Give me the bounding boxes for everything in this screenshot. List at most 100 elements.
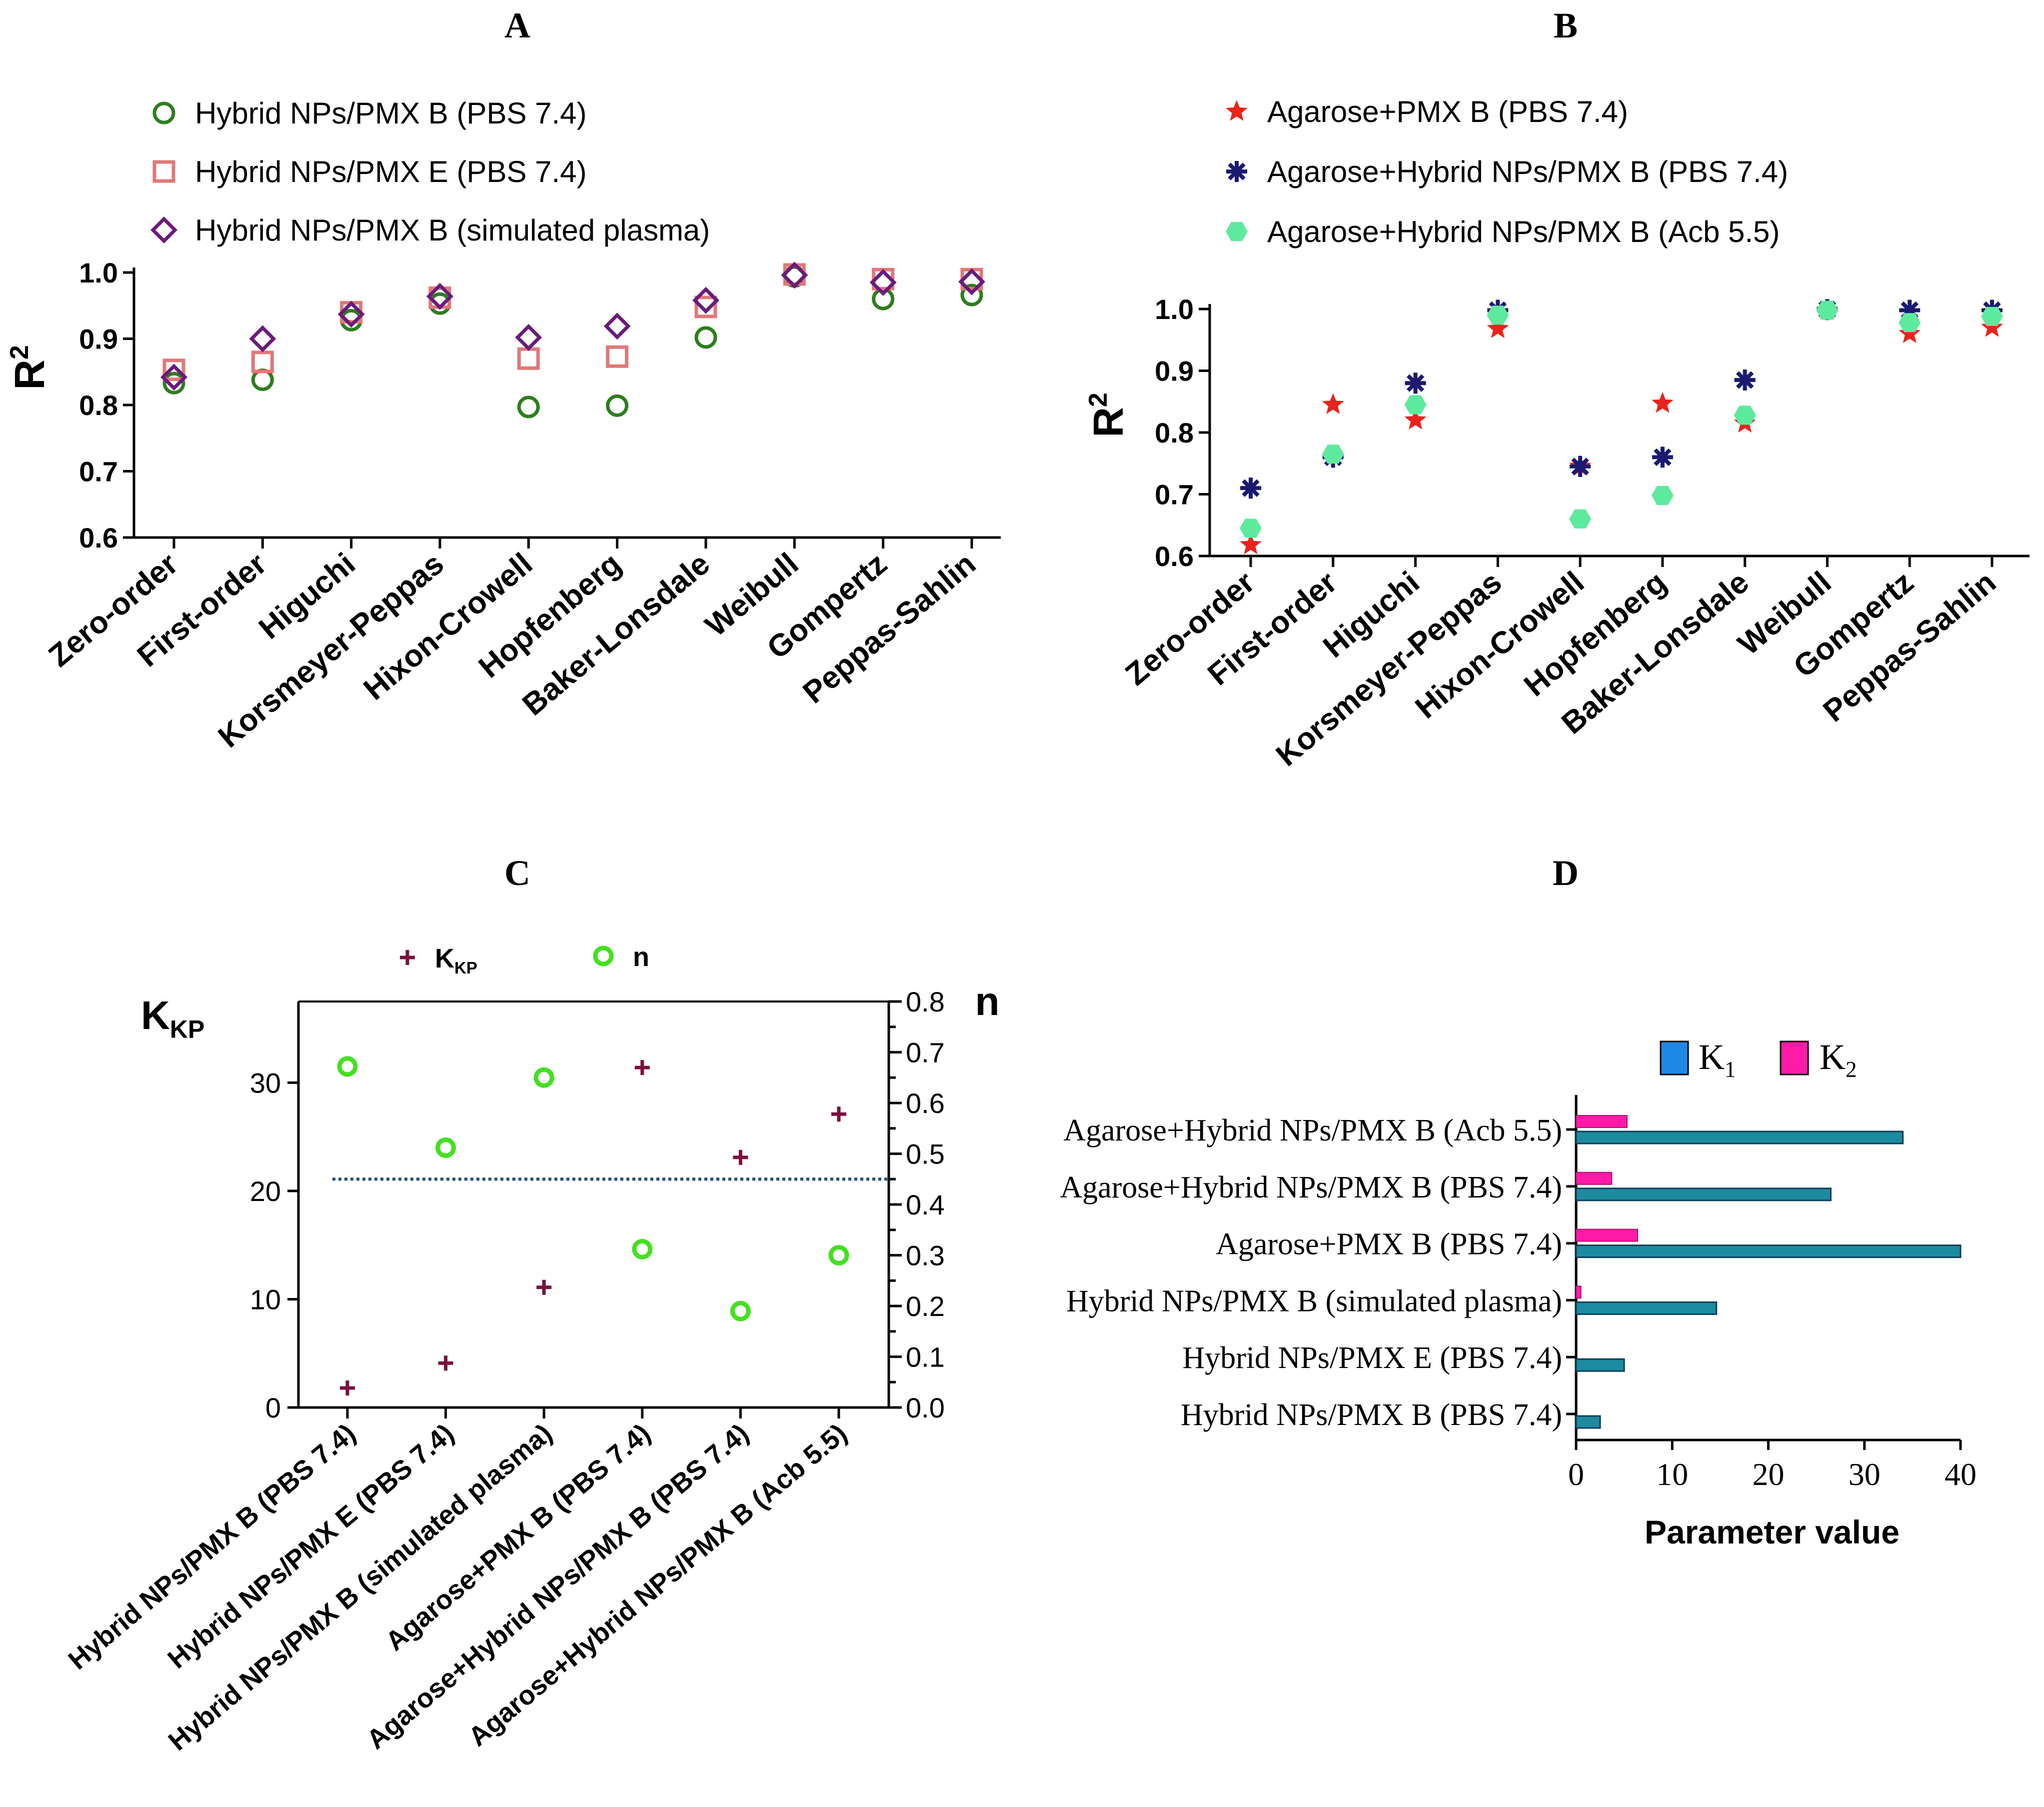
- data-point: [162, 372, 185, 394]
- y-tick-label-left: 20: [250, 1176, 281, 1207]
- legend-label: Agarose+Hybrid NPs/PMX B (PBS 7.4): [1267, 155, 1788, 188]
- legend-label: Agarose+Hybrid NPs/PMX B (Acb 5.5): [1267, 215, 1780, 248]
- data-point: [1405, 372, 1426, 394]
- data-point-n: [435, 1137, 456, 1158]
- bar-k1: [1575, 1358, 1625, 1372]
- bar-k2: [1576, 1228, 1639, 1242]
- legend-marker: [1226, 161, 1247, 182]
- y-tick-label: 0.9: [79, 324, 118, 355]
- y-tick-label-right: 0.6: [906, 1088, 945, 1119]
- y-tick-label: 0.7: [79, 456, 118, 488]
- data-point-kkp: [536, 1280, 552, 1295]
- panel-c: C KKP n 0 10 20 30 0.0 0.1 0.2 0.3 0.4 0.5 0.6 0.7 0.8 K…: [63, 853, 1000, 1756]
- data-point: [1899, 313, 1921, 332]
- bar-k2: [1576, 1115, 1628, 1128]
- panel-title: B: [1554, 6, 1578, 46]
- bar-k1: [1575, 1188, 1832, 1202]
- y-tick-label: 1.0: [79, 257, 118, 288]
- legend-label: n: [633, 942, 649, 972]
- data-point-kkp: [340, 1380, 355, 1396]
- legend-label: Hybrid NPs/PMX B (PBS 7.4): [195, 96, 587, 130]
- data-point: [1570, 456, 1591, 477]
- x-tick-label: 0: [1568, 1456, 1584, 1492]
- panel-d: D K1 K2 0 10 20 30 40 Parameter value Hybrid NPs/…: [1060, 853, 1977, 1550]
- data-point: [1981, 316, 2003, 337]
- bar-k1: [1575, 1244, 1962, 1258]
- bar-k2: [1576, 1286, 1582, 1299]
- y-tick-label-right: 0.1: [906, 1342, 945, 1373]
- data-point-kkp: [733, 1150, 748, 1165]
- data-point-n: [337, 1056, 358, 1077]
- panel-a: A Hybrid NPs/PMX B (PBS 7.4) Hybrid NPs/PM…: [5, 6, 1001, 754]
- data-point: [692, 286, 719, 314]
- y-tick-label-left: 10: [250, 1284, 281, 1315]
- y-tick-label-right: 0.2: [906, 1290, 945, 1322]
- data-point-n: [533, 1067, 554, 1088]
- legend-marker: [152, 160, 175, 183]
- x-tick-label: 40: [1945, 1456, 1977, 1492]
- data-point: [606, 394, 629, 417]
- bar-k1: [1575, 1301, 1718, 1315]
- bar-k2: [1576, 1172, 1613, 1185]
- legend-marker: [400, 950, 415, 965]
- y-tick-label-right: 0.5: [906, 1138, 945, 1170]
- panel-title: C: [504, 853, 530, 893]
- data-point-kkp: [634, 1060, 650, 1076]
- data-point-n: [632, 1238, 653, 1260]
- data-point-kkp: [438, 1356, 453, 1371]
- legend-marker: [593, 946, 614, 966]
- y-tick-label: 0.6: [79, 522, 118, 554]
- x-axis-label: Parameter value: [1645, 1514, 1900, 1550]
- legend-label: K1: [1699, 1037, 1736, 1082]
- data-point: [1899, 322, 1921, 343]
- data-point: [1240, 518, 1262, 538]
- data-point: [1651, 486, 1674, 505]
- data-point: [1322, 393, 1344, 414]
- data-point: [1322, 444, 1344, 464]
- y-tick-label: Hybrid NPs/PMX B (PBS 7.4): [1181, 1398, 1562, 1432]
- legend-label: Hybrid NPs/PMX B (simulated plasma): [195, 214, 710, 247]
- legend-marker: [1226, 100, 1248, 121]
- legend-label: K2: [1820, 1037, 1857, 1082]
- data-point: [1652, 392, 1674, 413]
- data-point: [958, 268, 985, 296]
- bar-k1: [1575, 1415, 1601, 1429]
- y-axis-label-left: KKP: [141, 993, 204, 1044]
- data-point: [1816, 300, 1839, 320]
- legend-label: Hybrid NPs/PMX E (PBS 7.4): [195, 155, 587, 188]
- y-tick-label-left: 30: [250, 1067, 281, 1098]
- data-point: [1734, 406, 1756, 425]
- data-point: [694, 296, 717, 318]
- legend-label: Agarose+PMX B (PBS 7.4): [1267, 95, 1628, 128]
- data-point: [1734, 370, 1756, 391]
- data-point: [162, 358, 185, 382]
- data-point: [251, 350, 274, 374]
- data-point: [1652, 446, 1673, 468]
- data-point: [960, 284, 983, 306]
- data-point: [1240, 533, 1262, 554]
- legend-label: KKP: [435, 944, 477, 977]
- data-point: [1240, 478, 1261, 499]
- data-point: [515, 324, 542, 351]
- legend-marker: [1226, 222, 1248, 242]
- y-axis-label-right: n: [975, 979, 1000, 1024]
- data-point: [517, 396, 540, 418]
- data-point: [1404, 395, 1427, 414]
- y-tick-label-right: 0.8: [906, 986, 945, 1018]
- y-tick-label: 0.8: [1155, 417, 1194, 448]
- y-tick-label: Agarose+PMX B (PBS 7.4): [1216, 1228, 1562, 1262]
- y-tick-label-right: 0.0: [906, 1392, 945, 1424]
- data-point: [337, 300, 365, 328]
- y-tick-label: Agarose+Hybrid NPs/PMX B (PBS 7.4): [1060, 1170, 1562, 1204]
- x-tick-label: 10: [1656, 1456, 1688, 1492]
- panel-b: B Agarose+PMX B (PBS 7.4) Agarose+Hybrid N…: [1084, 6, 2030, 773]
- data-point-kkp: [831, 1106, 846, 1122]
- panel-title: D: [1553, 853, 1579, 893]
- y-tick-label-right: 0.3: [906, 1240, 945, 1272]
- data-point-n: [828, 1245, 849, 1266]
- data-point: [694, 326, 717, 349]
- y-axis-label: R2: [1084, 392, 1132, 438]
- y-tick-label: Agarose+Hybrid NPs/PMX B (Acb 5.5): [1063, 1114, 1562, 1148]
- legend-marker: [150, 216, 177, 244]
- y-tick-label: 0.8: [79, 390, 118, 421]
